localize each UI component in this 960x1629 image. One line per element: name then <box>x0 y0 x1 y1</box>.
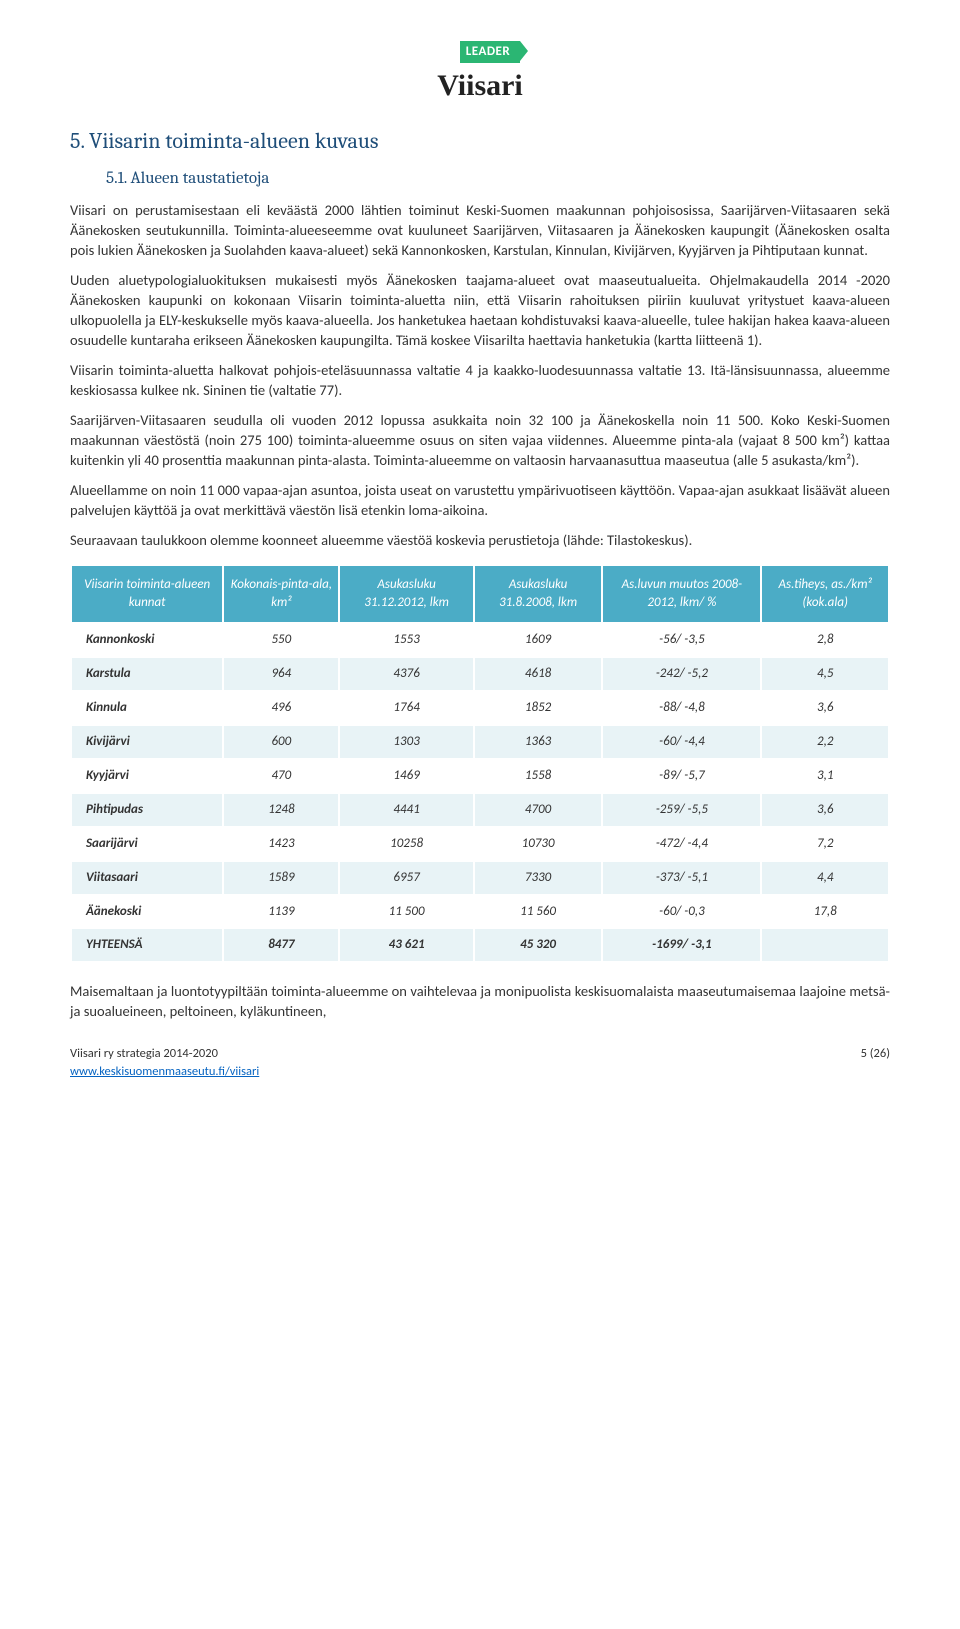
table-cell: Kannonkoski <box>71 623 223 657</box>
table-cell: 17,8 <box>761 895 889 929</box>
table-cell: 6957 <box>339 861 473 895</box>
table-cell: 8477 <box>223 928 339 962</box>
body-paragraph: Maisemaltaan ja luontotyypiltään toimint… <box>70 981 890 1021</box>
body-paragraph: Uuden aluetypologialuokituksen mukaisest… <box>70 270 890 350</box>
table-cell: 3,1 <box>761 759 889 793</box>
table-cell: Karstula <box>71 657 223 691</box>
table-cell: 600 <box>223 725 339 759</box>
table-cell: Viitasaari <box>71 861 223 895</box>
table-cell: 1248 <box>223 793 339 827</box>
table-cell: 1589 <box>223 861 339 895</box>
table-cell: 2,8 <box>761 623 889 657</box>
table-cell: 1558 <box>474 759 603 793</box>
table-cell: 1553 <box>339 623 473 657</box>
table-row: Saarijärvi14231025810730-472/ -4,47,2 <box>71 827 889 861</box>
table-cell: Pihtipudas <box>71 793 223 827</box>
brand-text: Viisari <box>70 65 890 106</box>
table-header: Asukasluku 31.8.2008, lkm <box>474 565 603 623</box>
table-cell: 1609 <box>474 623 603 657</box>
footer-page-number: 5 (26) <box>861 1045 890 1080</box>
page-footer: Viisari ry strategia 2014-2020 www.keski… <box>70 1045 890 1080</box>
footer-link[interactable]: www.keskisuomenmaaseutu.fi/viisari <box>70 1064 259 1079</box>
table-header: Viisarin toiminta-alueen kunnat <box>71 565 223 623</box>
table-cell: -472/ -4,4 <box>602 827 761 861</box>
table-row: Kinnula49617641852-88/ -4,83,6 <box>71 691 889 725</box>
table-row: Viitasaari158969577330-373/ -5,14,4 <box>71 861 889 895</box>
table-header: As.luvun muutos 2008-2012, lkm/ % <box>602 565 761 623</box>
table-cell: 10258 <box>339 827 473 861</box>
table-cell: -373/ -5,1 <box>602 861 761 895</box>
body-paragraph: Viisarin toiminta-aluetta halkovat pohjo… <box>70 360 890 400</box>
table-row: YHTEENSÄ847743 62145 320-1699/ -3,1 <box>71 928 889 962</box>
body-paragraph: Seuraavaan taulukkoon olemme koonneet al… <box>70 530 890 550</box>
table-row: Kyyjärvi47014691558-89/ -5,73,1 <box>71 759 889 793</box>
footer-line1: Viisari ry strategia 2014-2020 <box>70 1045 259 1062</box>
table-cell: 1363 <box>474 725 603 759</box>
table-row: Äänekoski113911 50011 560-60/ -0,317,8 <box>71 895 889 929</box>
table-row: Kannonkoski55015531609-56/ -3,52,8 <box>71 623 889 657</box>
table-cell: 1852 <box>474 691 603 725</box>
table-cell: 43 621 <box>339 928 473 962</box>
table-cell: -88/ -4,8 <box>602 691 761 725</box>
table-cell: 11 560 <box>474 895 603 929</box>
table-cell: 2,2 <box>761 725 889 759</box>
population-table: Viisarin toiminta-alueen kunnat Kokonais… <box>70 564 890 963</box>
table-cell: -259/ -5,5 <box>602 793 761 827</box>
table-cell: -1699/ -3,1 <box>602 928 761 962</box>
table-cell: 4700 <box>474 793 603 827</box>
body-paragraph: Alueellamme on noin 11 000 vapaa-ajan as… <box>70 480 890 520</box>
table-header: Kokonais-pinta-ala, km² <box>223 565 339 623</box>
table-cell: 7330 <box>474 861 603 895</box>
table-row: Karstula96443764618-242/ -5,24,5 <box>71 657 889 691</box>
table-row: Kivijärvi60013031363-60/ -4,42,2 <box>71 725 889 759</box>
table-cell: -89/ -5,7 <box>602 759 761 793</box>
table-cell: 1139 <box>223 895 339 929</box>
table-cell: Kivijärvi <box>71 725 223 759</box>
table-cell: 4376 <box>339 657 473 691</box>
table-cell: 550 <box>223 623 339 657</box>
table-cell: 3,6 <box>761 691 889 725</box>
table-cell: 45 320 <box>474 928 603 962</box>
table-header: Asukasluku 31.12.2012, lkm <box>339 565 473 623</box>
table-cell: 4441 <box>339 793 473 827</box>
table-cell: 470 <box>223 759 339 793</box>
table-cell: 10730 <box>474 827 603 861</box>
table-row: Pihtipudas124844414700-259/ -5,53,6 <box>71 793 889 827</box>
table-cell: -242/ -5,2 <box>602 657 761 691</box>
header-logo: LEADER Viisari <box>70 40 890 106</box>
table-cell: 4618 <box>474 657 603 691</box>
table-cell: -60/ -0,3 <box>602 895 761 929</box>
table-cell: -56/ -3,5 <box>602 623 761 657</box>
heading-section-5-1: 5.1. Alueen taustatietoja <box>106 167 890 190</box>
table-cell: 4,5 <box>761 657 889 691</box>
table-cell: -60/ -4,4 <box>602 725 761 759</box>
table-cell: 964 <box>223 657 339 691</box>
table-cell: 3,6 <box>761 793 889 827</box>
table-cell: Saarijärvi <box>71 827 223 861</box>
table-cell: Äänekoski <box>71 895 223 929</box>
table-cell: 496 <box>223 691 339 725</box>
heading-section-5: 5. Viisarin toiminta-alueen kuvaus <box>70 126 890 156</box>
table-cell: 1423 <box>223 827 339 861</box>
table-cell: Kyyjärvi <box>71 759 223 793</box>
table-cell: 4,4 <box>761 861 889 895</box>
table-cell: 11 500 <box>339 895 473 929</box>
body-paragraph: Viisari on perustamisestaan eli keväästä… <box>70 200 890 260</box>
table-cell: 1469 <box>339 759 473 793</box>
body-paragraph: Saarijärven-Viitasaaren seudulla oli vuo… <box>70 410 890 470</box>
table-cell: Kinnula <box>71 691 223 725</box>
table-cell: 1303 <box>339 725 473 759</box>
table-header: As.tiheys, as./km² (kok.ala) <box>761 565 889 623</box>
table-cell: YHTEENSÄ <box>71 928 223 962</box>
table-cell: 7,2 <box>761 827 889 861</box>
table-cell: 1764 <box>339 691 473 725</box>
leader-tag: LEADER <box>460 41 520 63</box>
table-cell <box>761 928 889 962</box>
